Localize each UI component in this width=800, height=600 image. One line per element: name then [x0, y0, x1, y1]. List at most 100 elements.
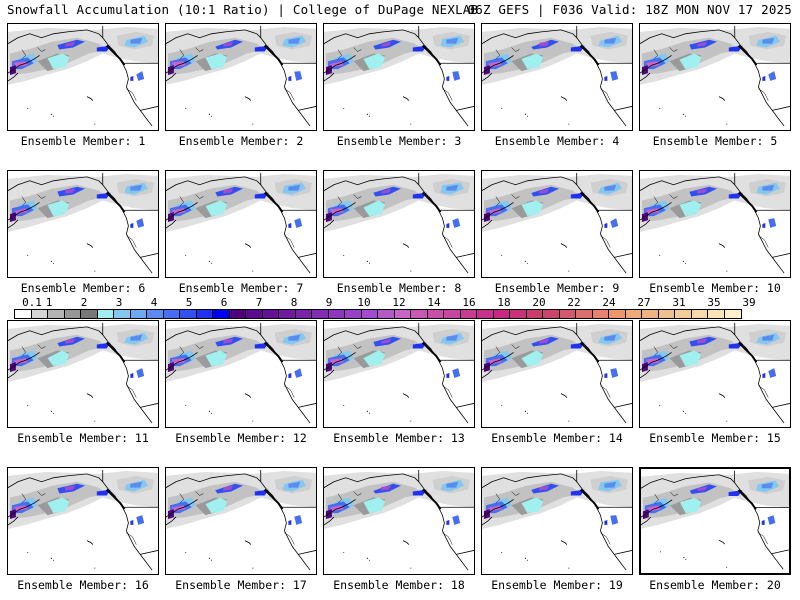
ensemble-member-map-7[interactable] [165, 170, 317, 278]
colorbar-swatch [460, 310, 477, 318]
mexico-border [772, 253, 790, 258]
ensemble-member-map-2[interactable] [165, 23, 317, 131]
colorbar-tick-label: 27 [637, 296, 651, 309]
colorbar-tick-label: 6 [220, 296, 228, 309]
ensemble-member-label: Ensemble Member: 14 [491, 431, 623, 445]
mexico-border [772, 403, 790, 408]
mexico-border [140, 106, 158, 111]
snow-1-3in [679, 200, 702, 217]
colorbar-tick-label: 14 [427, 296, 441, 309]
snow-1-3in [521, 497, 544, 514]
colorbar-tick-label: 39 [742, 296, 756, 309]
ensemble-member-map-17[interactable] [165, 467, 317, 575]
colorbar-swatch [345, 310, 362, 318]
snow-7-14in [329, 208, 344, 215]
hawaii-islands [402, 243, 410, 248]
snow-1-3in [679, 497, 702, 514]
hawaii-islands [86, 96, 94, 101]
hawaii-islands [244, 96, 252, 101]
snow-7-14in [646, 505, 661, 512]
colorbar-swatch [279, 310, 296, 318]
snow-1-3in [521, 53, 544, 70]
west-coast [438, 210, 469, 274]
mexico-border [771, 549, 789, 555]
mexico-border [456, 550, 474, 555]
alaska-coastline [8, 326, 123, 361]
colorbar-swatch [576, 310, 593, 318]
ensemble-member-map-10[interactable] [639, 170, 791, 278]
alaska-coastline [482, 176, 597, 211]
ensemble-member-map-18[interactable] [323, 467, 475, 575]
colorbar-tick-label: 35 [707, 296, 721, 309]
ensemble-member-map-4[interactable] [481, 23, 633, 131]
ensemble-member-map-19[interactable] [481, 467, 633, 575]
ensemble-member-map-13[interactable] [323, 320, 475, 428]
alaska-coastline [324, 473, 439, 508]
colorbar-swatch [510, 310, 527, 318]
ensemble-member-map-16[interactable] [7, 467, 159, 575]
ensemble-member-label: Ensemble Member: 7 [178, 281, 304, 295]
hawaii-islands [402, 393, 410, 398]
aleutian-coastline [324, 499, 356, 518]
colorbar-tick-label: 31 [672, 296, 686, 309]
colorbar-tick-label: 10 [357, 296, 371, 309]
ensemble-member-label: Ensemble Member: 1 [20, 134, 146, 148]
hawaii-islands [718, 393, 726, 398]
mexico-border [298, 550, 316, 555]
alaska-coastline [324, 29, 439, 64]
ensemble-member-map-6[interactable] [7, 170, 159, 278]
aleutian-coastline [641, 499, 673, 518]
colorbar-tick-label: 20 [532, 296, 546, 309]
ensemble-member-map-20[interactable] [639, 467, 791, 575]
mexico-border [140, 253, 158, 258]
colorbar-swatch [493, 310, 510, 318]
snow-7-14in [171, 61, 186, 68]
ensemble-member-label: Ensemble Member: 2 [178, 134, 304, 148]
ensemble-member-map-5[interactable] [639, 23, 791, 131]
hawaii-islands [560, 96, 568, 101]
ensemble-member-map-3[interactable] [323, 23, 475, 131]
snow-7-14in [487, 208, 502, 215]
ensemble-member-label: Ensemble Member: 9 [494, 281, 620, 295]
snow-7-14in [13, 61, 28, 68]
colorbar-swatch [31, 310, 48, 318]
colorbar-swatch [658, 310, 675, 318]
snow-7-14in [645, 61, 660, 68]
hawaii-islands [244, 540, 252, 545]
mexico-border [140, 550, 158, 555]
colorbar-swatch [708, 310, 725, 318]
colorbar-swatch [543, 310, 560, 318]
colorbar-swatch [675, 310, 692, 318]
mexico-border [614, 403, 632, 408]
mexico-border [614, 550, 632, 555]
alaska-coastline [166, 473, 281, 508]
snow-1-3in [521, 200, 544, 217]
hawaii-islands [86, 540, 94, 545]
alaska-coastline [166, 176, 281, 211]
alaska-coastline [166, 326, 281, 361]
hawaii-islands [86, 393, 94, 398]
ensemble-member-map-1[interactable] [7, 23, 159, 131]
mexico-border [456, 253, 474, 258]
colorbar-swatch [81, 310, 98, 318]
snow-1-3in [521, 350, 544, 367]
ensemble-member-map-14[interactable] [481, 320, 633, 428]
model-run-info: 06Z GEFS | F036 Valid: 18Z MON NOV 17 20… [467, 2, 792, 17]
west-coast [596, 210, 627, 274]
colorbar-swatch [229, 310, 246, 318]
ensemble-member-map-15[interactable] [639, 320, 791, 428]
colorbar-swatch [394, 310, 411, 318]
ensemble-member-map-8[interactable] [323, 170, 475, 278]
alaska-coastline [482, 326, 597, 361]
snow-1-3in [205, 497, 228, 514]
aleutian-coastline [166, 55, 198, 74]
mexico-border [614, 106, 632, 111]
colorbar-tick-label: 4 [150, 296, 158, 309]
ensemble-member-label: Ensemble Member: 19 [491, 578, 623, 592]
ensemble-member-map-9[interactable] [481, 170, 633, 278]
ensemble-member-map-12[interactable] [165, 320, 317, 428]
ensemble-member-map-11[interactable] [7, 320, 159, 428]
mexico-border [614, 253, 632, 258]
ensemble-member-label: Ensemble Member: 18 [333, 578, 465, 592]
hawaii-islands [402, 540, 410, 545]
